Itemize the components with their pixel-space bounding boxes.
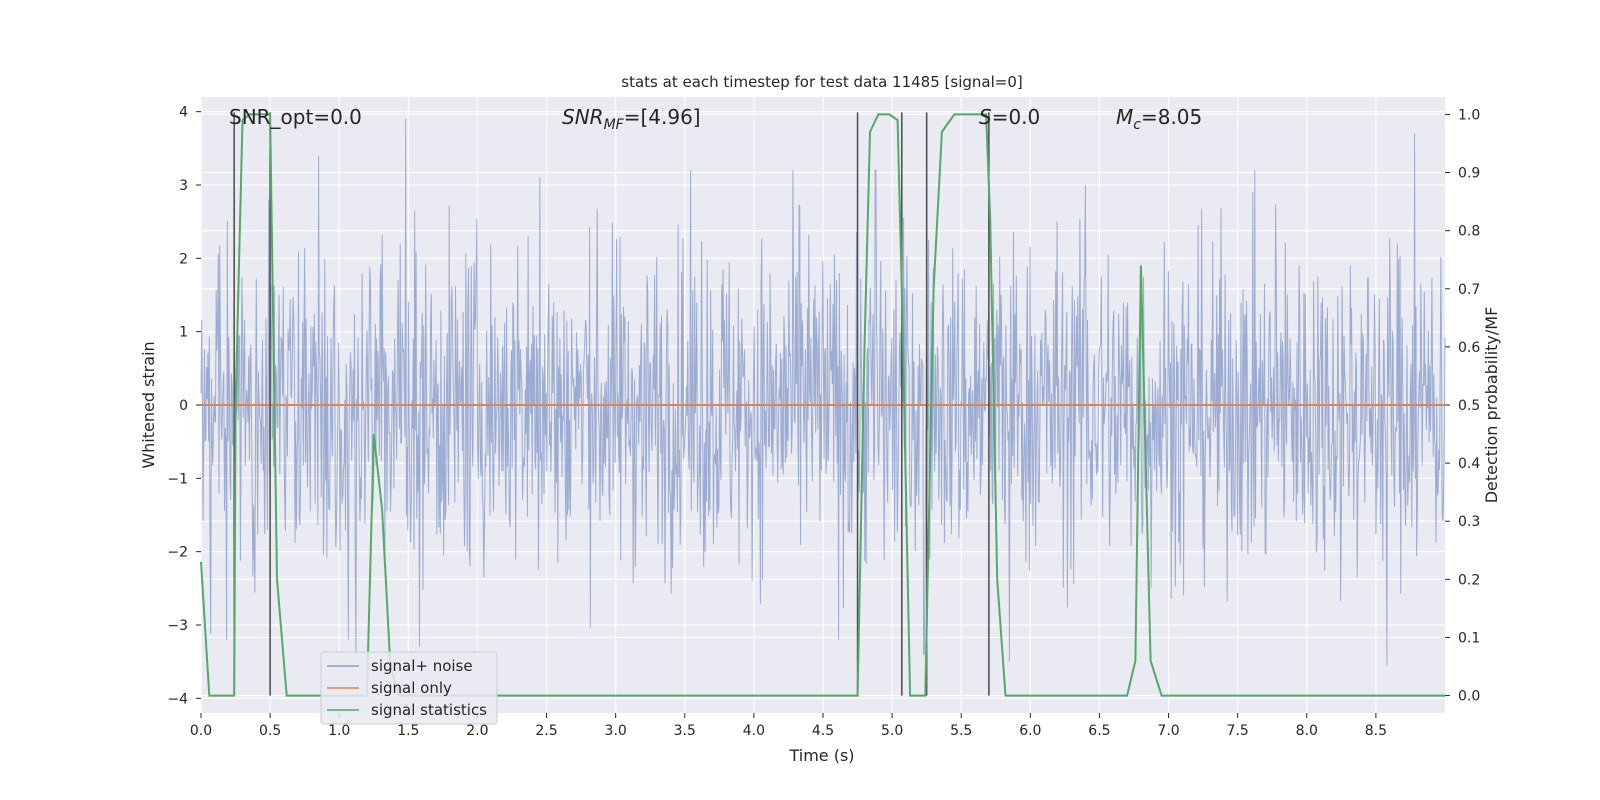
x-tick-label: 3.0 (605, 723, 627, 739)
annotation-mc-sub: c (1133, 117, 1141, 133)
y-left-tick-label: −4 (167, 691, 188, 707)
legend-item-signal-only: signal only (327, 679, 452, 697)
legend-item-signal-noise: signal+ noise (327, 657, 473, 675)
y-right-tick-label: 0.9 (1458, 166, 1480, 182)
legend-label-signal-only: signal only (371, 679, 452, 697)
series-signal-noise (200, 118, 1446, 666)
y-right-tick-label: 0.2 (1458, 572, 1480, 588)
y-right-tick-label: 0.5 (1458, 398, 1480, 414)
y-left-tick-label: 1 (179, 325, 188, 341)
y-left-tick-label: −1 (167, 471, 188, 487)
annotation-snr-mf-sub: MF (604, 117, 625, 133)
annotation-s-main: S (979, 105, 992, 129)
y-right-tick-label: 0.6 (1458, 340, 1480, 356)
legend-box (320, 651, 498, 725)
y-right-tick-label: 0.4 (1458, 456, 1480, 472)
legend-item-signal-statistics: signal statistics (327, 701, 487, 719)
x-tick-label: 3.5 (674, 723, 696, 739)
y-right-tick-label: 0.1 (1458, 630, 1480, 646)
axis-ticks: 0.0 0.5 1.0 1.5 2.0 2.5 3.0 3.5 4.0 4.5 5.0 5.5 6.0 6… (167, 105, 1480, 739)
y-right-tick-label: 0.8 (1458, 224, 1480, 240)
x-tick-label: 1.5 (397, 723, 419, 739)
y-left-tick-label: 3 (179, 178, 188, 194)
y-axis-label-right: Detection probability/MF (1482, 307, 1501, 504)
signal-statistics-trace (200, 113, 1445, 697)
x-tick-label: 4.0 (743, 723, 765, 739)
x-tick-label: 8.5 (1365, 723, 1387, 739)
y-right-tick-label: 1.0 (1458, 107, 1480, 123)
annotation-snr-mf-main: SNR (562, 105, 604, 129)
annotation-snr-opt: SNR_opt=0.0 (229, 105, 362, 129)
x-tick-label: 0.5 (259, 723, 281, 739)
legend: signal+ noise signal only signal statist… (320, 651, 498, 725)
x-tick-label: 8.0 (1296, 723, 1318, 739)
x-tick-label: 4.5 (812, 723, 834, 739)
annotation-mc: Mc=8.05 (1116, 105, 1202, 133)
y-right-tick-label: 0.0 (1458, 689, 1480, 705)
x-tick-label: 6.5 (1088, 723, 1110, 739)
annotation-snr-mf-value: =[4.96] (624, 105, 701, 129)
chart-title: stats at each timestep for test data 114… (621, 73, 1022, 91)
y-left-tick-label: 4 (179, 105, 188, 121)
x-tick-label: 5.0 (881, 723, 903, 739)
x-axis-label: Time (s) (788, 746, 854, 765)
annotation-mc-main: M (1116, 105, 1133, 129)
noise-trace (200, 118, 1446, 666)
y-left-tick-label: 2 (179, 251, 188, 267)
x-tick-label: 2.0 (466, 723, 488, 739)
x-tick-label: 2.5 (535, 723, 557, 739)
y-left-tick-label: 0 (179, 398, 188, 414)
annotation-s-value: =0.0 (992, 105, 1041, 129)
y-right-tick-label: 0.7 (1458, 282, 1480, 298)
y-left-tick-label: −2 (167, 545, 188, 561)
series-signal-statistics (200, 113, 1445, 697)
x-tick-label: 0.0 (190, 723, 212, 739)
annotation-snr-mf: SNRMF=[4.96] (562, 105, 701, 133)
legend-label-signal-statistics: signal statistics (371, 701, 487, 719)
x-tick-label: 7.0 (1157, 723, 1179, 739)
legend-label-signal-noise: signal+ noise (371, 657, 473, 675)
annotation-s: S=0.0 (979, 105, 1040, 129)
x-tick-label: 7.5 (1227, 723, 1249, 739)
annotation-mc-value: =8.05 (1141, 105, 1202, 129)
y-axis-label-left: Whitened strain (139, 341, 158, 468)
y-left-tick-label: −3 (167, 618, 188, 634)
x-tick-label: 5.5 (950, 723, 972, 739)
y-right-tick-label: 0.3 (1458, 514, 1480, 530)
x-tick-label: 1.0 (328, 723, 350, 739)
x-tick-label: 6.0 (1019, 723, 1041, 739)
